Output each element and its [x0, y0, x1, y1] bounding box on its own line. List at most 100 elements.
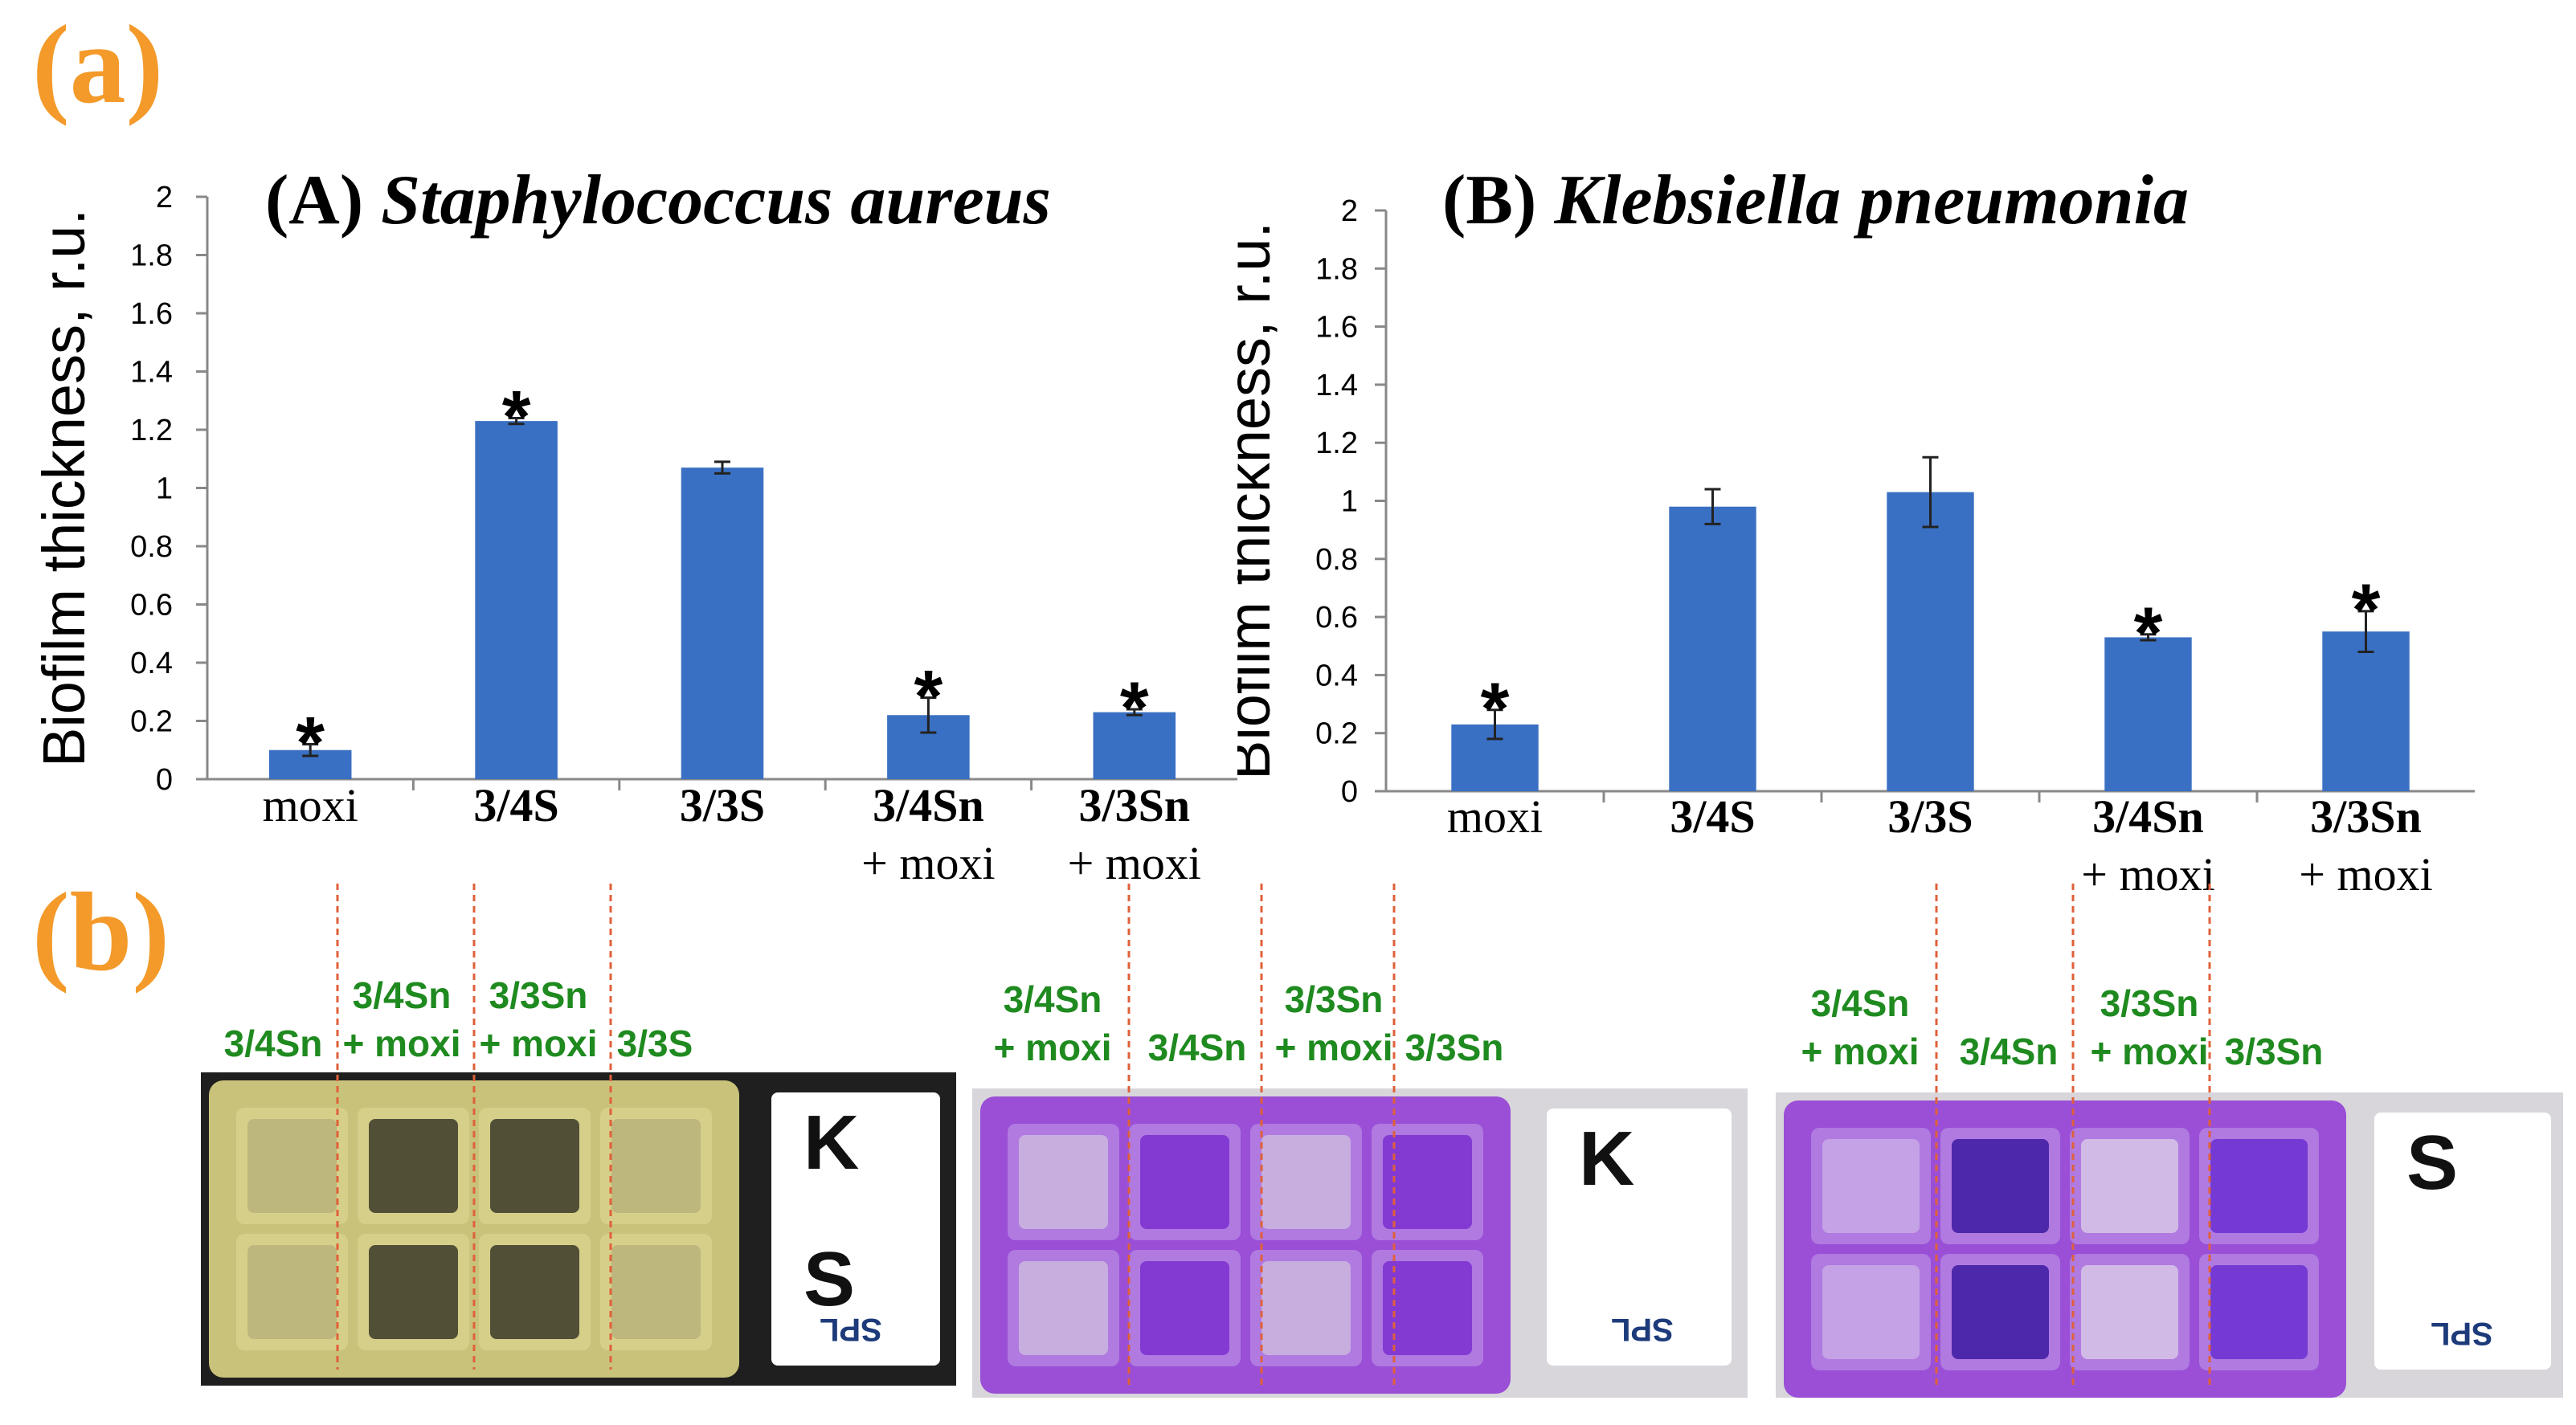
- chart-a-staphylococcus: (A) Staphylococcus aureus Biofilm thickne…: [31, 161, 1237, 884]
- card-brand: SPL: [2431, 1316, 2493, 1351]
- well-stain: [1952, 1265, 2049, 1359]
- card-brand: SPL: [820, 1312, 882, 1347]
- well-stain: [247, 1119, 337, 1213]
- well-stain: [611, 1245, 701, 1339]
- y-tick-label: 0.6: [130, 589, 173, 623]
- category-label: moxi: [1447, 790, 1543, 843]
- card-letter: S: [803, 1236, 855, 1322]
- chart-b-klebsiella: (B) Klebsiella pneumonia Biofilm thicknes…: [1237, 161, 2475, 900]
- chart-title-panel: (B): [1442, 161, 1554, 239]
- category-label: 3/4Sn: [2092, 790, 2204, 843]
- bar: [475, 421, 558, 779]
- category-label: 3/3S: [680, 779, 765, 831]
- well-stain: [369, 1119, 458, 1213]
- significance-marker: *: [1481, 668, 1510, 750]
- category-label: moxi: [263, 779, 358, 831]
- y-tick-label: 1: [156, 472, 173, 506]
- well-group-label: 3/4Sn: [224, 1023, 323, 1064]
- well-stain: [1822, 1139, 1920, 1233]
- bar: [1887, 492, 1974, 791]
- category-label: 3/4S: [1670, 790, 1755, 843]
- category-label: + moxi: [2299, 848, 2432, 900]
- y-tick-label: 2: [1341, 194, 1358, 228]
- y-tick-label: 1.8: [130, 239, 173, 273]
- well-stain: [490, 1119, 579, 1213]
- label-card: [771, 1092, 940, 1366]
- well-group-label: 3/4Sn: [1148, 1027, 1247, 1068]
- bar: [1093, 712, 1176, 779]
- well-stain: [1383, 1261, 1472, 1355]
- y-tick-label: 1.8: [1315, 252, 1358, 286]
- y-tick-label: 0.8: [130, 530, 173, 564]
- category-label: 3/4Sn: [873, 779, 984, 831]
- well-group-label: 3/4Sn: [1004, 978, 1102, 1020]
- well-stain: [2081, 1139, 2178, 1233]
- well-stain: [1952, 1139, 2049, 1233]
- well-stain: [1261, 1135, 1351, 1229]
- well-group-label: 3/4Sn: [353, 974, 452, 1016]
- y-tick-label: 0.2: [130, 705, 173, 739]
- bar: [2322, 631, 2410, 791]
- y-tick-label: 1.6: [130, 297, 173, 331]
- well-stain: [1019, 1135, 1108, 1229]
- chart-title: (B) Klebsiella pneumonia: [1442, 161, 2189, 239]
- chart-title-organism: Klebsiella pneumonia: [1553, 161, 2189, 239]
- well-stain: [490, 1245, 579, 1339]
- well-group-label: 3/3Sn: [2225, 1031, 2324, 1072]
- category-label: + moxi: [1068, 837, 1201, 884]
- panel-label-a: (a): [32, 2, 164, 127]
- well-group-label: 3/3S: [617, 1023, 693, 1064]
- y-tick-label: 0: [1341, 775, 1358, 809]
- bar: [681, 468, 764, 779]
- well-stain: [1383, 1135, 1472, 1229]
- y-axis-label: Biofilm thickness, r.u.: [1237, 222, 1282, 780]
- photo-purple-plate-k: K SPL 3/4Sn + moxi 3/4Sn 3/3Sn + moxi 3/3Sn: [972, 884, 1748, 1398]
- well-group-label: + moxi: [479, 1023, 597, 1064]
- well-stain: [369, 1245, 458, 1339]
- well-stain: [247, 1245, 337, 1339]
- well-group-label: + moxi: [1801, 1031, 1919, 1072]
- well-stain: [1019, 1261, 1108, 1355]
- card-letter: S: [2406, 1120, 2458, 1206]
- well-group-label: + moxi: [2090, 1031, 2208, 1072]
- chart-title: (A) Staphylococcus aureus: [265, 161, 1051, 239]
- well-group-label: 3/4Sn: [1960, 1031, 2059, 1072]
- well-group-label: 3/3Sn: [1285, 978, 1384, 1020]
- well-group-label: + moxi: [342, 1023, 460, 1064]
- category-label: 3/4S: [473, 779, 558, 831]
- y-tick-label: 0.4: [1315, 659, 1358, 692]
- well-stain: [1822, 1265, 1920, 1359]
- panel-label-b: (b): [32, 870, 170, 994]
- well-group-label: + moxi: [993, 1027, 1111, 1068]
- label-card: [1547, 1109, 1732, 1366]
- y-tick-label: 0.8: [1315, 543, 1358, 577]
- y-axis-label: Biofilm thickness, r.u.: [31, 209, 97, 767]
- well-stain: [2081, 1265, 2178, 1359]
- category-label: 3/3S: [1887, 790, 1973, 843]
- well-group-label: 3/4Sn: [1811, 982, 1910, 1024]
- bar: [2104, 637, 2192, 791]
- significance-marker: *: [2134, 593, 2163, 675]
- category-label: 3/3Sn: [2310, 790, 2422, 843]
- well-stain: [611, 1119, 701, 1213]
- chart-title-organism: Staphylococcus aureus: [381, 161, 1051, 239]
- label-card: [2374, 1113, 2551, 1370]
- chart-title-panel: (A): [265, 161, 381, 239]
- significance-marker: *: [914, 656, 942, 738]
- y-tick-label: 1: [1341, 485, 1358, 519]
- well-stain: [1261, 1261, 1351, 1355]
- y-tick-label: 2: [156, 181, 173, 214]
- y-tick-label: 0.4: [130, 647, 173, 680]
- category-label: 3/3Sn: [1078, 779, 1190, 831]
- chart-1-group: (B) Klebsiella pneumonia Biofilm thicknes…: [1237, 161, 2475, 900]
- card-letter: K: [803, 1100, 859, 1186]
- card-letter: K: [1579, 1116, 1634, 1202]
- bar: [1669, 506, 1756, 791]
- well-group-label: 3/3Sn: [1405, 1027, 1504, 1068]
- photo-purple-s: S SPL 3/4Sn + moxi 3/4Sn 3/3Sn + moxi 3/3Sn: [1776, 884, 2563, 1398]
- significance-marker: *: [2352, 570, 2381, 651]
- y-tick-label: 1.2: [130, 414, 173, 447]
- y-tick-label: 1.4: [130, 356, 173, 390]
